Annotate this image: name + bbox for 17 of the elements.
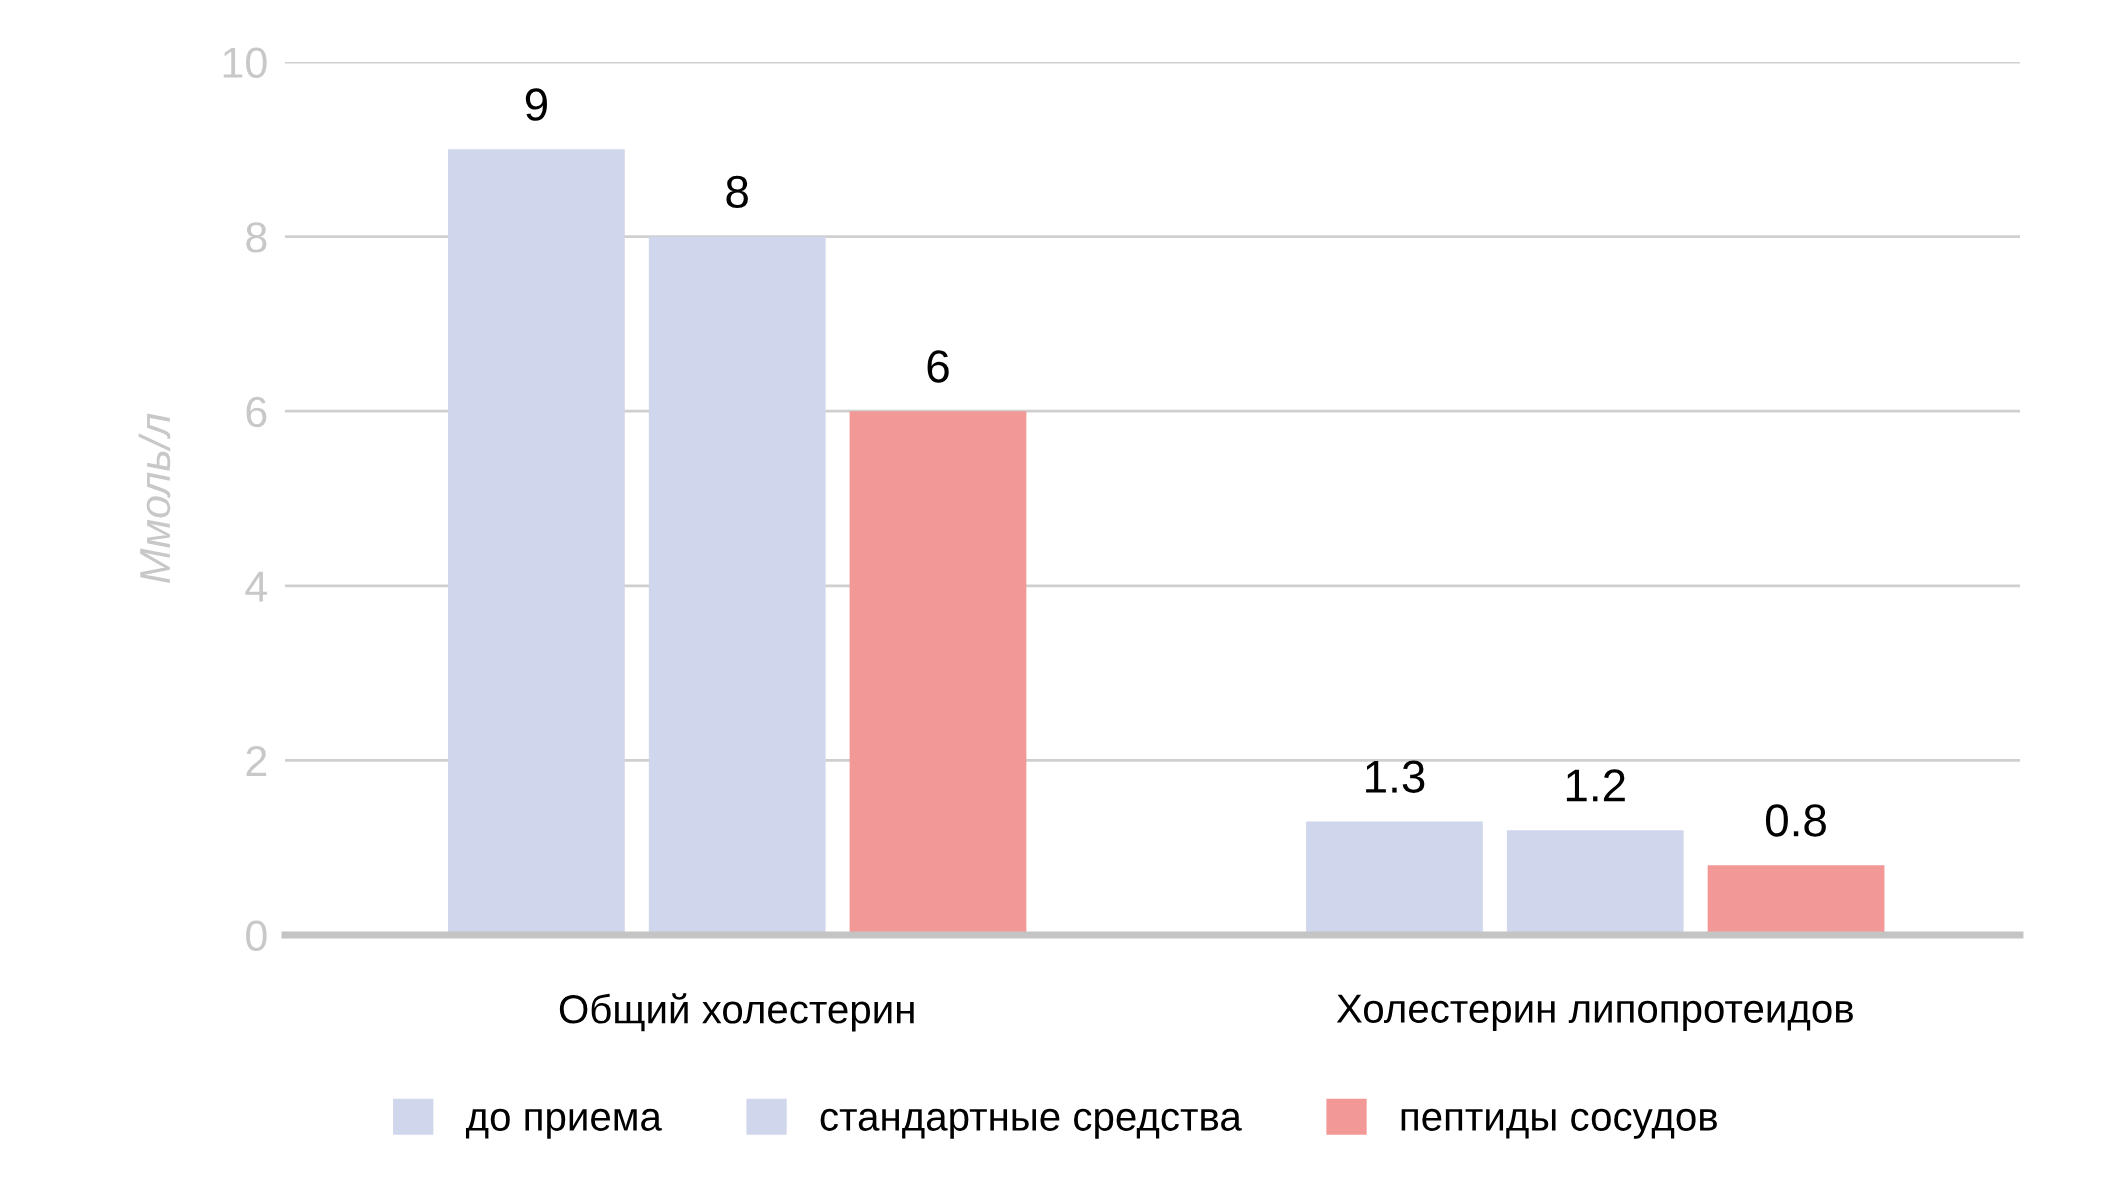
data-label: 9 xyxy=(525,88,547,121)
x-tick-label: Холестерин липопротеидов xyxy=(1336,994,1853,1031)
data-label: 0.8 xyxy=(1765,804,1826,837)
legend-label: до приема xyxy=(465,1108,662,1139)
bar xyxy=(1306,821,1483,935)
bar xyxy=(448,149,625,935)
bar xyxy=(849,411,1027,935)
bar xyxy=(1506,830,1684,935)
data-label: 6 xyxy=(927,350,949,383)
data-label: 1.2 xyxy=(1566,769,1625,802)
bar xyxy=(1707,865,1885,935)
legend-label: стандартные средства xyxy=(820,1108,1242,1139)
legend-label: пептиды сосудов xyxy=(1401,1108,1717,1139)
data-label: 1.3 xyxy=(1366,760,1425,794)
x-tick-label: Общий холестерин xyxy=(559,993,914,1032)
bar xyxy=(648,236,826,935)
data-label: 8 xyxy=(726,175,748,209)
